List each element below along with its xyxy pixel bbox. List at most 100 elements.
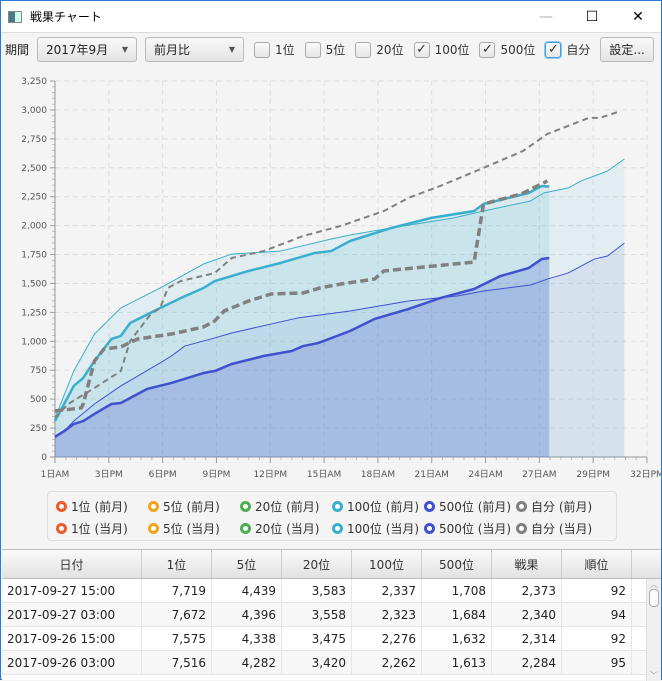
table-row[interactable]: 2017-09-27 15:00 7,719 4,439 3,583 2,337 1,70… (2, 579, 646, 603)
legend-item: 1位 (前月) (56, 498, 128, 515)
table-row[interactable]: 2017-09-26 03:00 7,516 4,282 3,420 2,262 1,61… (2, 651, 646, 675)
checkbox-label: 20位 (376, 43, 404, 57)
y-tick-label: 2,500 (21, 164, 47, 174)
maximize-button[interactable]: ☐ (585, 8, 599, 25)
column-header[interactable]: 20位 (282, 550, 352, 578)
checkbox-label: 1位 (275, 43, 295, 57)
legend-item: 自分 (前月) (516, 498, 592, 515)
legend-item: 自分 (当月) (516, 520, 592, 537)
legend-marker-icon (516, 501, 527, 512)
period-select[interactable]: 2017年9月 ▼ (37, 37, 138, 62)
column-header[interactable]: 500位 (422, 550, 492, 578)
table-cell: 2,276 (352, 627, 422, 650)
close-button[interactable]: ✕ (632, 8, 644, 25)
title-bar: 戦果チャート — ☐ ✕ (1, 1, 661, 32)
table-cell: 2017-09-26 15:00 (2, 627, 142, 650)
legend-marker-icon (424, 501, 435, 512)
checkmark-icon[interactable]: ✓ (479, 41, 496, 58)
column-header[interactable]: 100位 (352, 550, 422, 578)
table-cell: 2,262 (352, 651, 422, 674)
column-header[interactable]: 戦果 (492, 550, 562, 578)
x-tick-label: 21日AM (415, 469, 449, 480)
legend-label: 5位 (前月) (163, 500, 220, 514)
checkbox-box[interactable] (355, 41, 372, 58)
x-tick-label: 6日PM (149, 469, 177, 480)
table-cell: 3,558 (282, 603, 352, 626)
y-tick-label: 3,000 (21, 106, 47, 116)
checkbox-label: 自分 (566, 43, 591, 57)
y-tick-label: 2,750 (21, 135, 47, 145)
table-row[interactable]: 2017-09-26 15:00 7,575 4,338 3,475 2,276 1,63… (2, 627, 646, 651)
checkmark-icon[interactable]: ✓ (413, 41, 430, 58)
app-icon (8, 10, 22, 23)
legend-item: 100位 (当月) (332, 520, 419, 537)
checkbox-label: 5位 (325, 43, 346, 57)
checkbox-0[interactable]: 1位 (254, 41, 295, 58)
data-table: 日付 1位 5位 20位 100位 500位 戦果 順位 2017-09-27 15:00 7,… (2, 549, 661, 681)
table-cell: 2,314 (492, 627, 562, 650)
y-tick-label: 1,250 (21, 308, 47, 318)
y-tick-label: 500 (30, 395, 47, 405)
table-cell: 2,340 (492, 603, 562, 626)
scroll-up-icon[interactable]: ︿ (650, 580, 658, 589)
checkbox-4[interactable]: ✓ 500位 (479, 41, 535, 58)
legend-marker-icon (240, 501, 251, 512)
column-header[interactable]: 5位 (212, 550, 282, 578)
legend-marker-icon (56, 501, 67, 512)
y-tick-label: 2,250 (21, 193, 47, 203)
checkmark-icon[interactable]: ✓ (545, 41, 562, 58)
scrollbar-thumb[interactable] (649, 589, 659, 607)
checkbox-label: 500位 (500, 43, 536, 57)
column-header[interactable]: 日付 (2, 550, 142, 578)
period-label: 期間 (5, 43, 30, 57)
checkbox-box[interactable] (304, 41, 321, 58)
chart: 0 250 500 750 1,000 1,250 1,500 1,750 2,000 2,250… (21, 77, 662, 480)
legend-item: 1位 (当月) (56, 520, 128, 537)
y-tick-label: 1,000 (21, 337, 47, 347)
scroll-down-icon[interactable]: ﹀ (650, 671, 658, 680)
x-tick-label: 3日PM (95, 469, 123, 480)
table-cell: 4,282 (212, 651, 282, 674)
checkbox-2[interactable]: 20位 (355, 41, 404, 58)
table-cell: 2,373 (492, 579, 562, 602)
window-title: 戦果チャート (30, 10, 102, 24)
table-cell: 3,420 (282, 651, 352, 674)
legend-marker-icon (516, 523, 527, 534)
series-line-1 (53, 184, 550, 422)
table-cell: 1,613 (422, 651, 492, 674)
compare-select[interactable]: 前月比 ▼ (145, 37, 245, 62)
checkbox-5[interactable]: ✓ 自分 (545, 41, 590, 58)
minimize-button[interactable]: — (539, 8, 553, 25)
table-cell: 3,475 (282, 627, 352, 650)
table-header: 日付 1位 5位 20位 100位 500位 戦果 順位 (2, 550, 661, 579)
column-header[interactable]: 1位 (142, 550, 212, 578)
table-cell: 2017-09-27 15:00 (2, 579, 142, 602)
column-header[interactable]: 順位 (562, 550, 632, 578)
legend-marker-icon (148, 523, 159, 534)
series-line-5 (54, 179, 549, 413)
table-cell: 4,338 (212, 627, 282, 650)
settings-button[interactable]: 設定... (600, 37, 654, 62)
vertical-scrollbar[interactable]: ︿ ﹀ (646, 579, 661, 681)
legend-item: 5位 (前月) (148, 498, 220, 515)
table-cell: 2017-09-26 03:00 (2, 651, 142, 674)
checkbox-label: 100位 (434, 43, 470, 57)
x-tick-label: 15日AM (307, 469, 341, 480)
period-value: 2017年9月 (46, 43, 109, 57)
checkbox-box[interactable] (254, 41, 271, 58)
table-cell: 92 (562, 579, 632, 602)
table-cell: 7,672 (142, 603, 212, 626)
legend-marker-icon (332, 523, 343, 534)
table-row[interactable]: 2017-09-27 03:00 7,672 4,396 3,558 2,323 1,68… (2, 603, 646, 627)
y-tick-label: 750 (30, 366, 47, 376)
legend-label: 100位 (当月) (347, 522, 420, 536)
series-area-1 (55, 186, 550, 457)
table-cell: 4,439 (212, 579, 282, 602)
checkbox-1[interactable]: 5位 (304, 41, 346, 58)
legend-label: 100位 (前月) (347, 500, 420, 514)
table-cell: 1,632 (422, 627, 492, 650)
checkbox-3[interactable]: ✓ 100位 (413, 41, 470, 58)
legend-label: 自分 (当月) (531, 522, 593, 536)
y-tick-label: 2,000 (21, 222, 47, 232)
legend-marker-icon (332, 501, 343, 512)
